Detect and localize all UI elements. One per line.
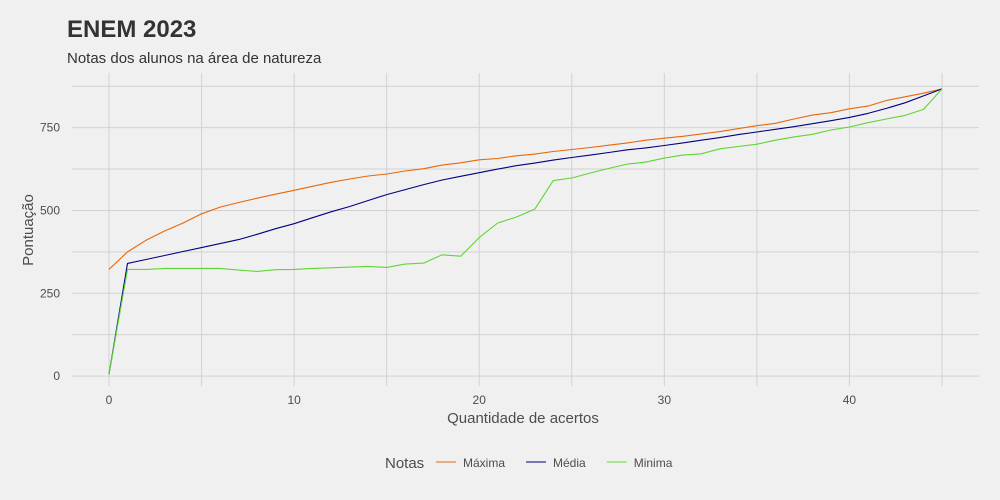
legend-label-media: Média (553, 456, 586, 470)
legend: Notas Máxima Média Minima (385, 455, 673, 472)
y-tick-label: 750 (40, 121, 60, 135)
y-axis-ticks: 0 250 500 750 (40, 121, 60, 383)
series-line-media (108, 88, 943, 375)
y-tick-label: 500 (40, 203, 60, 217)
grid-lines (72, 73, 979, 386)
series-lines (108, 88, 943, 375)
x-tick-label: 30 (658, 393, 672, 407)
series-line-maxima (108, 88, 943, 270)
y-axis-title: Pontuação (20, 194, 37, 266)
x-tick-label: 0 (106, 393, 113, 407)
y-tick-label: 0 (53, 369, 60, 383)
y-tick-label: 250 (40, 286, 60, 300)
chart-title: ENEM 2023 (67, 16, 196, 43)
x-axis-ticks: 0 10 20 30 40 (106, 393, 857, 407)
legend-label-maxima: Máxima (463, 456, 505, 470)
x-tick-label: 40 (843, 393, 857, 407)
x-tick-label: 20 (473, 393, 487, 407)
legend-title: Notas (385, 455, 424, 472)
legend-label-minima: Minima (634, 456, 673, 470)
x-axis-title: Quantidade de acertos (447, 410, 599, 427)
series-line-minima (108, 88, 943, 375)
chart-subtitle: Notas dos alunos na área de natureza (67, 50, 322, 67)
x-tick-label: 10 (287, 393, 301, 407)
